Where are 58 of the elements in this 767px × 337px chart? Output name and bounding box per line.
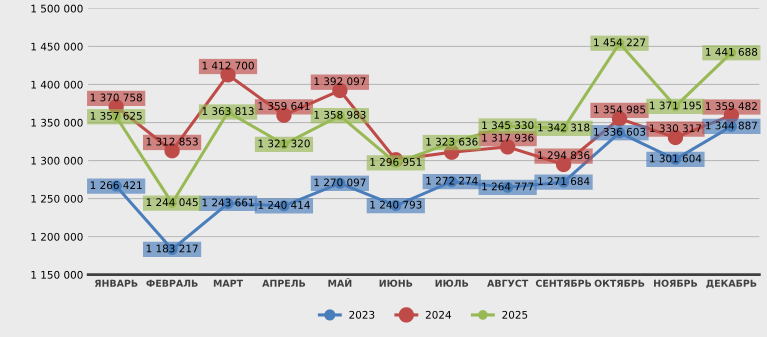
data-label: 1 301 604 bbox=[650, 154, 702, 162]
y-tick-label: 1 300 000 bbox=[31, 156, 83, 165]
data-label: 1 359 482 bbox=[706, 102, 757, 110]
point bbox=[444, 144, 460, 160]
data-label: 1 321 320 bbox=[258, 139, 310, 148]
y-tick-label: 1 200 000 bbox=[31, 232, 83, 241]
x-tick-label: АВГУСТ bbox=[487, 280, 528, 287]
y-tick-label: 1 350 000 bbox=[31, 118, 83, 127]
data-label: 1 371 195 bbox=[650, 102, 702, 110]
legend-label: 2024 bbox=[426, 310, 452, 319]
data-label: 1 294 836 bbox=[538, 151, 590, 160]
data-label: 1 271 684 bbox=[538, 177, 590, 186]
data-label: 1 412 700 bbox=[202, 62, 254, 70]
data-label: 1 183 217 bbox=[146, 244, 198, 252]
x-tick-label: ЯНВАРЬ bbox=[94, 280, 138, 287]
x-tick-label: ФЕВРАЛЬ bbox=[146, 280, 198, 287]
x-tick-label: НОЯБРЬ bbox=[654, 280, 698, 287]
data-label: 1 392 097 bbox=[314, 77, 366, 86]
y-tick-label: 1 250 000 bbox=[31, 194, 83, 203]
data-label: 1 363 813 bbox=[202, 107, 254, 116]
y-tick-label: 1 150 000 bbox=[31, 270, 83, 279]
y-tick-label: 1 500 000 bbox=[31, 4, 83, 13]
data-label: 1 359 641 bbox=[258, 102, 310, 110]
data-label: 1 243 661 bbox=[202, 198, 254, 206]
data-label: 1 323 636 bbox=[426, 138, 478, 146]
x-tick-label: АПРЕЛЬ bbox=[262, 280, 306, 287]
y-tick-label: 1 450 000 bbox=[31, 42, 83, 51]
x-tick-label: ДЕКАБРЬ bbox=[706, 280, 756, 288]
data-label: 1 344 887 bbox=[706, 122, 757, 130]
x-tick-label: СЕНТЯБРЬ bbox=[536, 280, 592, 287]
x-tick-label: МАРТ bbox=[214, 280, 244, 287]
x-tick-label: ИЮНЬ bbox=[380, 280, 412, 287]
data-label: 1 312 853 bbox=[146, 138, 198, 146]
x-tick-label: МАЙ bbox=[328, 278, 352, 287]
data-label: 1 370 758 bbox=[90, 94, 142, 102]
legend-label: 2023 bbox=[349, 310, 374, 319]
legend-label: 2025 bbox=[502, 310, 528, 319]
data-label: 1 454 227 bbox=[594, 38, 646, 46]
data-label: 1 240 414 bbox=[258, 201, 310, 209]
data-label: 1 317 936 bbox=[482, 134, 534, 142]
y-tick-label: 1 400 000 bbox=[31, 80, 83, 89]
data-label: 1 342 318 bbox=[538, 124, 590, 132]
data-label: 1 358 983 bbox=[314, 110, 366, 119]
data-label: 1 244 045 bbox=[146, 198, 198, 206]
data-label: 1 266 421 bbox=[90, 181, 142, 190]
x-tick-label: ОКТЯБРЬ bbox=[594, 280, 644, 287]
data-label: 1 270 097 bbox=[314, 178, 366, 186]
data-label: 1 240 793 bbox=[370, 200, 422, 209]
data-label: 1 441 688 bbox=[706, 48, 758, 56]
data-label: 1 264 777 bbox=[482, 182, 534, 190]
x-tick-label: ИЮЛЬ bbox=[436, 280, 468, 287]
data-label: 1 354 985 bbox=[594, 106, 646, 114]
data-label: 1 345 330 bbox=[482, 121, 534, 130]
data-label: 1 272 274 bbox=[426, 176, 478, 185]
data-label: 1 336 603 bbox=[594, 128, 646, 136]
data-label: 1 330 317 bbox=[650, 124, 702, 132]
data-label: 1 296 951 bbox=[370, 158, 422, 166]
data-label: 1 357 625 bbox=[90, 112, 142, 120]
